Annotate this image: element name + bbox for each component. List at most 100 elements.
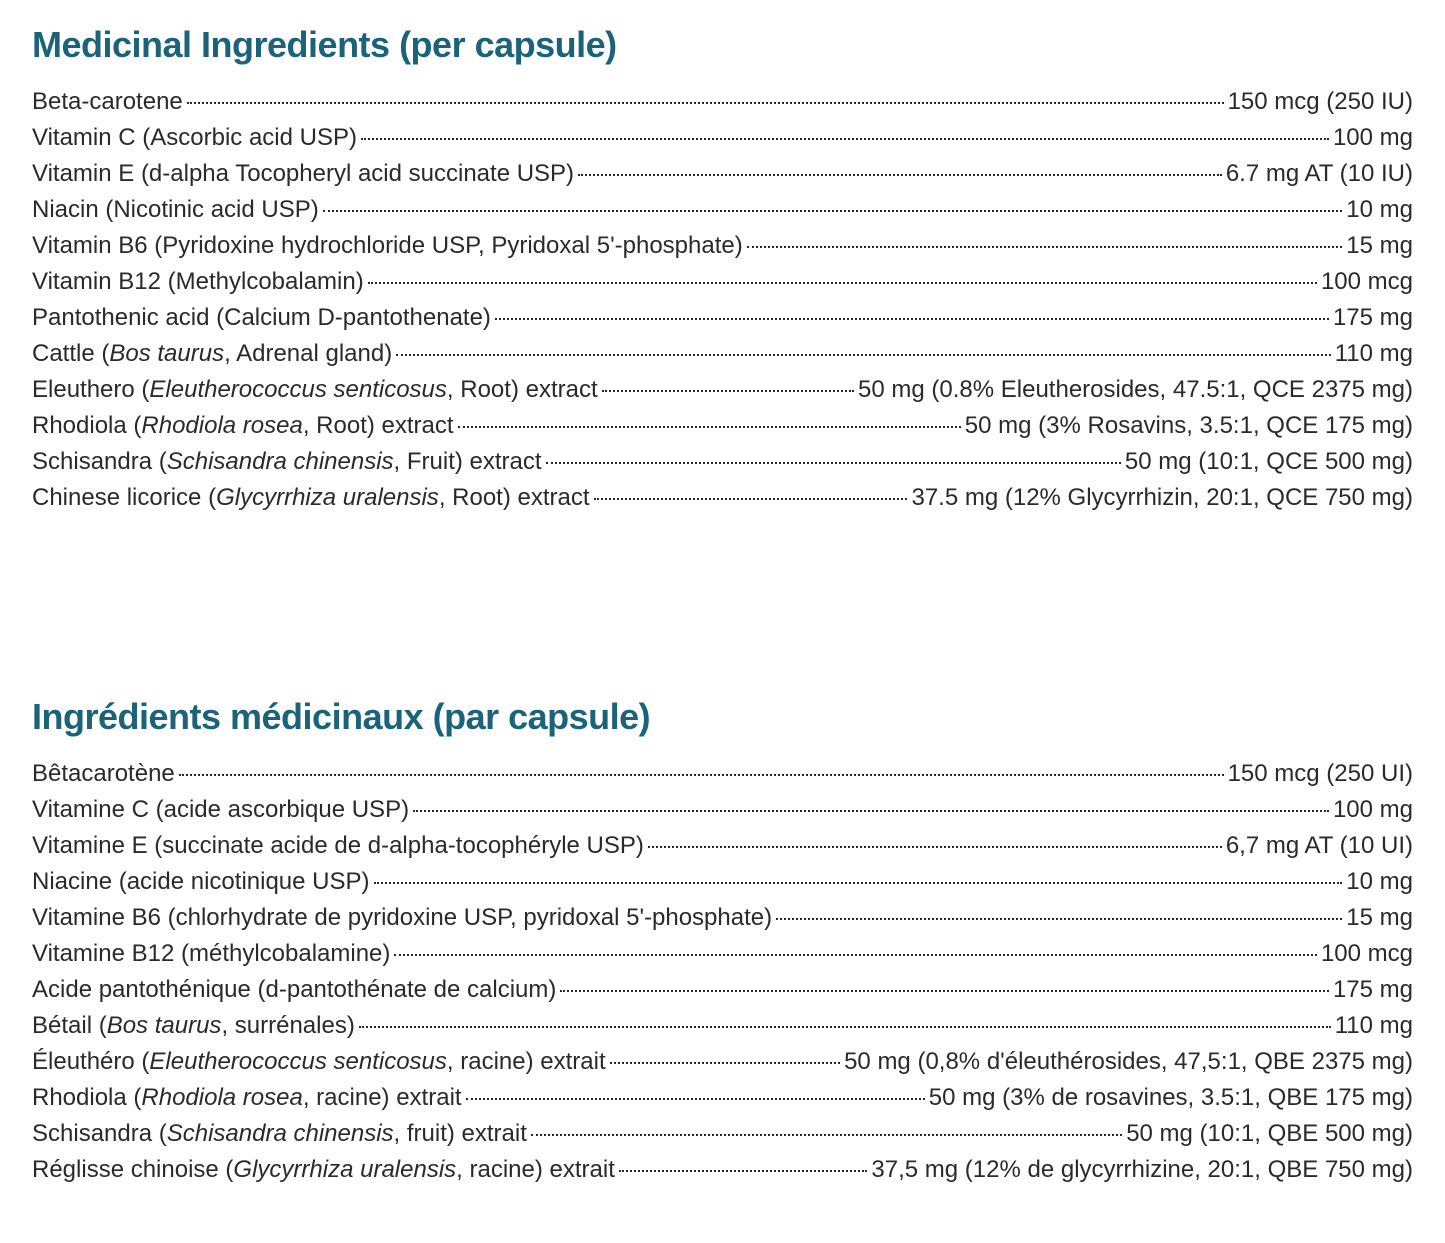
leader-dots: [466, 1098, 925, 1100]
leader-dots: [747, 246, 1343, 248]
ingredient-name: Rhodiola (Rhodiola rosea, Root) extract: [32, 408, 454, 444]
ingredient-amount: 6.7 mg AT (10 IU): [1226, 156, 1413, 192]
ingredient-amount: 175 mg: [1333, 300, 1413, 336]
leader-dots: [368, 282, 1317, 284]
ingredient-row: Bétail (Bos taurus, surrénales) 110 mg: [32, 1008, 1413, 1044]
ingredient-row: Cattle (Bos taurus, Adrenal gland) 110 mg: [32, 336, 1413, 372]
ingredient-name: Schisandra (Schisandra chinensis, Fruit)…: [32, 444, 542, 480]
ingredient-name: Vitamin E (d-alpha Tocopheryl acid succi…: [32, 156, 574, 192]
ingredient-row: Vitamine C (acide ascorbique USP) 100 mg: [32, 792, 1413, 828]
ingredient-row: Pantothenic acid (Calcium D-pantothenate…: [32, 300, 1413, 336]
section-title: Ingrédients médicinaux (par capsule): [32, 696, 1413, 738]
leader-dots: [602, 390, 854, 392]
ingredient-row: Rhodiola (Rhodiola rosea, racine) extrai…: [32, 1080, 1413, 1116]
ingredient-name: Cattle (Bos taurus, Adrenal gland): [32, 336, 392, 372]
ingredient-amount: 10 mg: [1346, 864, 1413, 900]
ingredient-amount: 50 mg (10:1, QCE 500 mg): [1125, 444, 1413, 480]
ingredient-amount: 50 mg (3% de rosavines, 3.5:1, QBE 175 m…: [929, 1080, 1413, 1116]
ingredient-row: Schisandra (Schisandra chinensis, Fruit)…: [32, 444, 1413, 480]
leader-dots: [187, 102, 1224, 104]
ingredient-row: Vitamine E (succinate acide de d-alpha-t…: [32, 828, 1413, 864]
ingredient-amount: 37.5 mg (12% Glycyrrhizin, 20:1, QCE 750…: [911, 480, 1413, 516]
ingredient-row: Schisandra (Schisandra chinensis, fruit)…: [32, 1116, 1413, 1152]
ingredient-amount: 100 mg: [1333, 120, 1413, 156]
ingredient-row: Vitamin E (d-alpha Tocopheryl acid succi…: [32, 156, 1413, 192]
ingredient-amount: 50 mg (10:1, QBE 500 mg): [1126, 1116, 1413, 1152]
ingredient-name: Acide pantothénique (d-pantothénate de c…: [32, 972, 556, 1008]
leader-dots: [323, 210, 1343, 212]
ingredient-name: Niacine (acide nicotinique USP): [32, 864, 370, 900]
ingredient-name: Rhodiola (Rhodiola rosea, racine) extrai…: [32, 1080, 462, 1116]
leader-dots: [458, 426, 961, 428]
ingredient-amount: 150 mcg (250 UI): [1228, 756, 1413, 792]
ingredient-amount: 15 mg: [1346, 900, 1413, 936]
leader-dots: [495, 318, 1329, 320]
ingredient-row: Vitamine B12 (méthylcobalamine)100 mcg: [32, 936, 1413, 972]
leader-dots: [413, 810, 1329, 812]
ingredient-amount: 15 mg: [1346, 228, 1413, 264]
leader-dots: [394, 954, 1317, 956]
ingredient-name: Eleuthero (Eleutherococcus senticosus, R…: [32, 372, 598, 408]
ingredient-name: Vitamine B6 (chlorhydrate de pyridoxine …: [32, 900, 772, 936]
ingredients-document: Medicinal Ingredients (per capsule) Beta-…: [32, 24, 1413, 1188]
ingredient-name: Schisandra (Schisandra chinensis, fruit)…: [32, 1116, 527, 1152]
ingredient-amount: 50 mg (0,8% d'éleuthérosides, 47,5:1, QB…: [844, 1044, 1413, 1080]
ingredient-row: Vitamine B6 (chlorhydrate de pyridoxine …: [32, 900, 1413, 936]
leader-dots: [359, 1026, 1331, 1028]
ingredient-row: Vitamin C (Ascorbic acid USP) 100 mg: [32, 120, 1413, 156]
leader-dots: [619, 1170, 868, 1172]
leader-dots: [578, 174, 1222, 176]
ingredient-name: Chinese licorice (Glycyrrhiza uralensis,…: [32, 480, 590, 516]
ingredient-row: Éleuthéro (Eleutherococcus senticosus, r…: [32, 1044, 1413, 1080]
ingredient-row: Niacine (acide nicotinique USP) 10 mg: [32, 864, 1413, 900]
ingredient-name: Vitamin B12 (Methylcobalamin): [32, 264, 364, 300]
ingredient-name: Éleuthéro (Eleutherococcus senticosus, r…: [32, 1044, 606, 1080]
ingredient-row: Rhodiola (Rhodiola rosea, Root) extract 5…: [32, 408, 1413, 444]
ingredient-amount: 37,5 mg (12% de glycyrrhizine, 20:1, QBE…: [871, 1152, 1413, 1188]
ingredient-row: Beta-carotene 150 mcg (250 IU): [32, 84, 1413, 120]
ingredient-name: Bêtacarotène: [32, 756, 175, 792]
leader-dots: [648, 846, 1222, 848]
ingredient-amount: 100 mcg: [1321, 264, 1413, 300]
leader-dots: [776, 918, 1342, 920]
ingredient-amount: 150 mcg (250 IU): [1228, 84, 1413, 120]
section-title: Medicinal Ingredients (per capsule): [32, 24, 1413, 66]
ingredient-name: Vitamin C (Ascorbic acid USP): [32, 120, 357, 156]
leader-dots: [546, 462, 1121, 464]
ingredient-amount: 6,7 mg AT (10 UI): [1226, 828, 1413, 864]
ingredient-amount: 175 mg: [1333, 972, 1413, 1008]
ingredient-amount: 50 mg (0.8% Eleutherosides, 47.5:1, QCE …: [858, 372, 1413, 408]
ingredients-section: Medicinal Ingredients (per capsule) Beta-…: [32, 24, 1413, 516]
ingredient-row: Vitamin B12 (Methylcobalamin) 100 mcg: [32, 264, 1413, 300]
leader-dots: [531, 1134, 1122, 1136]
ingredient-row: Acide pantothénique (d-pantothénate de c…: [32, 972, 1413, 1008]
ingredient-name: Niacin (Nicotinic acid USP): [32, 192, 319, 228]
leader-dots: [179, 774, 1224, 776]
ingredient-amount: 100 mcg: [1321, 936, 1413, 972]
ingredient-name: Vitamine C (acide ascorbique USP): [32, 792, 409, 828]
ingredient-row: Eleuthero (Eleutherococcus senticosus, R…: [32, 372, 1413, 408]
ingredient-name: Vitamine E (succinate acide de d-alpha-t…: [32, 828, 644, 864]
ingredients-section: Ingrédients médicinaux (par capsule) Bêta…: [32, 696, 1413, 1188]
ingredient-row: Réglisse chinoise (Glycyrrhiza uralensis…: [32, 1152, 1413, 1188]
ingredient-amount: 110 mg: [1335, 336, 1413, 372]
leader-dots: [610, 1062, 840, 1064]
ingredient-amount: 100 mg: [1333, 792, 1413, 828]
ingredient-amount: 110 mg: [1335, 1008, 1413, 1044]
ingredient-row: Niacin (Nicotinic acid USP) 10 mg: [32, 192, 1413, 228]
ingredient-name: Vitamin B6 (Pyridoxine hydrochloride USP…: [32, 228, 743, 264]
leader-dots: [560, 990, 1329, 992]
ingredient-amount: 10 mg: [1346, 192, 1413, 228]
ingredient-name: Pantothenic acid (Calcium D-pantothenate…: [32, 300, 491, 336]
leader-dots: [594, 498, 908, 500]
leader-dots: [374, 882, 1343, 884]
leader-dots: [361, 138, 1329, 140]
ingredient-name: Réglisse chinoise (Glycyrrhiza uralensis…: [32, 1152, 615, 1188]
ingredient-amount: 50 mg (3% Rosavins, 3.5:1, QCE 175 mg): [965, 408, 1413, 444]
ingredient-name: Bétail (Bos taurus, surrénales): [32, 1008, 355, 1044]
leader-dots: [396, 354, 1331, 356]
ingredient-row: Vitamin B6 (Pyridoxine hydrochloride USP…: [32, 228, 1413, 264]
ingredient-row: Bêtacarotène 150 mcg (250 UI): [32, 756, 1413, 792]
ingredient-name: Beta-carotene: [32, 84, 183, 120]
ingredient-row: Chinese licorice (Glycyrrhiza uralensis,…: [32, 480, 1413, 516]
